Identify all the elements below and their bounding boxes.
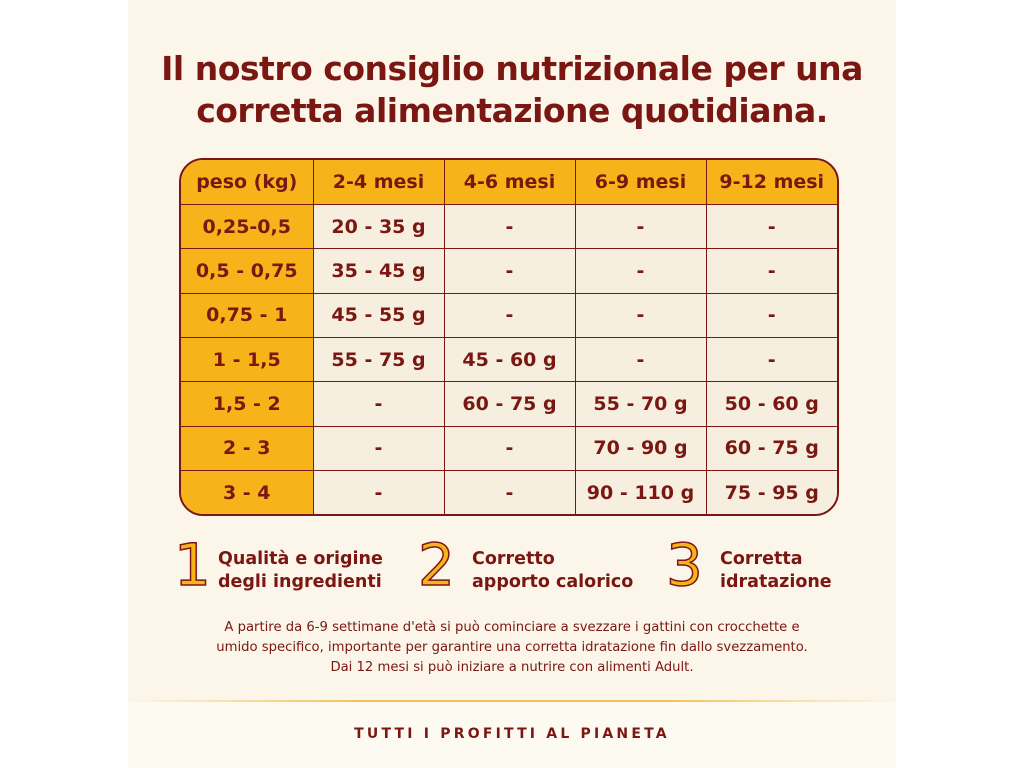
table-row: 1,5 - 2 - 60 - 75 g 55 - 70 g 50 - 60 g	[181, 381, 837, 427]
table-header-cell: 9-12 mesi	[705, 160, 837, 205]
feature-text: Corretta idratazione	[720, 548, 832, 594]
title-line-1: Il nostro consiglio nutrizionale per una	[161, 49, 863, 88]
feature-line: idratazione	[720, 572, 832, 592]
note-line: A partire da 6-9 settimane d'età si può …	[224, 620, 800, 635]
table-cell: -	[312, 425, 445, 472]
table-cell: -	[574, 203, 707, 250]
table-cell: -	[705, 337, 837, 383]
table-cell: -	[312, 470, 445, 514]
table-header-cell: 6-9 mesi	[574, 160, 707, 205]
table-cell: -	[705, 203, 837, 250]
feature-line: Qualità e origine	[218, 549, 383, 569]
table-cell: 45 - 55 g	[312, 292, 445, 339]
table-cell: -	[443, 203, 576, 250]
table-cell: 20 - 35 g	[312, 203, 445, 250]
page-title: Il nostro consiglio nutrizionale per una…	[128, 48, 896, 132]
table-cell: 55 - 70 g	[574, 381, 707, 427]
table-cell: -	[443, 292, 576, 339]
weight-cell: 0,25-0,5	[181, 203, 314, 250]
table-header-cell: 2-4 mesi	[312, 160, 445, 205]
content-panel: Il nostro consiglio nutrizionale per una…	[128, 0, 896, 768]
feature-line: Corretto	[472, 549, 555, 569]
feature-text: Qualità e origine degli ingredienti	[218, 548, 383, 594]
table-cell: -	[443, 425, 576, 472]
feature-line: apporto calorico	[472, 572, 634, 592]
feature-number: 3	[665, 531, 703, 599]
table-cell: 50 - 60 g	[705, 381, 837, 427]
table-cell: -	[574, 292, 707, 339]
weight-cell: 3 - 4	[181, 470, 314, 514]
table-cell: 35 - 45 g	[312, 248, 445, 294]
table-cell: -	[705, 248, 837, 294]
feeding-table: peso (kg) 2-4 mesi 4-6 mesi 6-9 mesi 9-1…	[181, 160, 837, 514]
weight-cell: 1,5 - 2	[181, 381, 314, 427]
feature-number: 2	[417, 531, 455, 599]
weight-cell: 2 - 3	[181, 425, 314, 472]
feature-item: 3 Corretta idratazione	[665, 531, 866, 600]
table-cell: -	[312, 381, 445, 427]
table-row: 0,5 - 0,75 35 - 45 g - - -	[181, 248, 837, 294]
feature-item: 1 Qualità e origine degli ingredienti	[173, 531, 404, 600]
table-cell: 90 - 110 g	[574, 470, 707, 514]
table-cell: -	[443, 470, 576, 514]
table-cell: -	[443, 248, 576, 294]
weight-cell: 0,5 - 0,75	[181, 248, 314, 294]
table-header-cell: peso (kg)	[181, 160, 314, 205]
table-row: 1 - 1,5 55 - 75 g 45 - 60 g - -	[181, 337, 837, 383]
table-row: 3 - 4 - - 90 - 110 g 75 - 95 g	[181, 470, 837, 514]
footer: TUTTI I PROFITTI AL PIANETA	[128, 702, 896, 768]
table-cell: -	[574, 248, 707, 294]
table-cell: 60 - 75 g	[705, 425, 837, 472]
table-header-cell: 4-6 mesi	[443, 160, 576, 205]
weight-cell: 1 - 1,5	[181, 337, 314, 383]
feeding-note: A partire da 6-9 settimane d'età si può …	[168, 618, 856, 678]
feature-list: 1 Qualità e origine degli ingredienti 2 …	[128, 531, 896, 600]
divider	[128, 700, 896, 702]
feature-line: degli ingredienti	[218, 572, 382, 592]
table-cell: -	[574, 337, 707, 383]
note-line: umido specifico, importante per garantir…	[216, 640, 808, 655]
feature-number: 1	[173, 531, 211, 599]
table-row: 0,75 - 1 45 - 55 g - - -	[181, 292, 837, 339]
feeding-table-container: peso (kg) 2-4 mesi 4-6 mesi 6-9 mesi 9-1…	[179, 158, 839, 516]
table-header-row: peso (kg) 2-4 mesi 4-6 mesi 6-9 mesi 9-1…	[181, 160, 837, 205]
table-cell: 55 - 75 g	[312, 337, 445, 383]
table-row: 2 - 3 - - 70 - 90 g 60 - 75 g	[181, 425, 837, 472]
note-line: Dai 12 mesi si può iniziare a nutrire co…	[330, 660, 694, 675]
feature-text: Corretto apporto calorico	[472, 548, 633, 594]
table-cell: 45 - 60 g	[443, 337, 576, 383]
footer-slogan: TUTTI I PROFITTI AL PIANETA	[354, 726, 670, 742]
table-row: 0,25-0,5 20 - 35 g - - -	[181, 203, 837, 250]
table-cell: 70 - 90 g	[574, 425, 707, 472]
table-cell: 60 - 75 g	[443, 381, 576, 427]
feature-item: 2 Corretto apporto calorico	[417, 531, 658, 600]
weight-cell: 0,75 - 1	[181, 292, 314, 339]
table-cell: -	[705, 292, 837, 339]
title-line-2: corretta alimentazione quotidiana.	[196, 91, 828, 130]
feature-line: Corretta	[720, 549, 803, 569]
table-cell: 75 - 95 g	[705, 470, 837, 514]
